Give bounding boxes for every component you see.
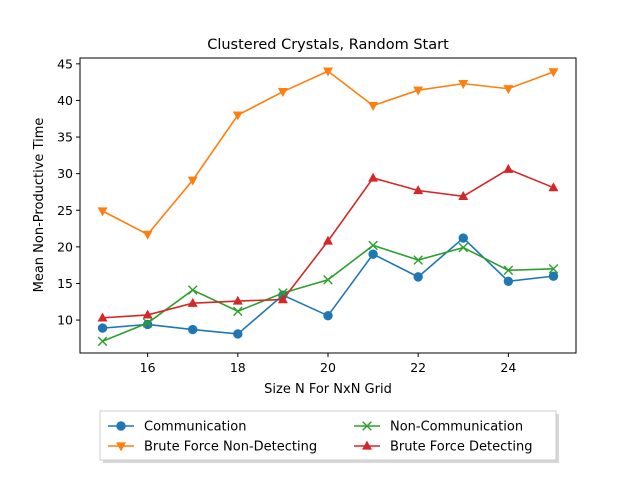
data-point-triangle-up <box>187 297 198 307</box>
data-point-x <box>362 421 372 431</box>
data-point-circle <box>323 310 333 321</box>
data-point-triangle-down <box>458 79 469 89</box>
data-point-triangle-up <box>362 440 372 450</box>
x-tick-label: 20 <box>320 360 336 375</box>
y-axis: 10 15 20 25 30 35 40 45 <box>57 56 80 328</box>
x-axis-label: Size N For NxN Grid <box>264 382 392 397</box>
legend-label: Non-Communication <box>390 420 523 435</box>
series-brute-force-detecting <box>97 163 559 322</box>
legend-frame <box>99 410 557 461</box>
x-tick-label: 18 <box>230 360 246 375</box>
chart-title: Clustered Crystals, Random Start <box>207 37 449 53</box>
y-tick-label: 35 <box>57 130 73 145</box>
legend-entry-non-communication: Non-Communication <box>354 420 523 435</box>
data-point-circle <box>458 233 468 243</box>
legend: Communication Brute Force Non-Detecting No… <box>99 410 559 463</box>
data-point-x <box>548 264 559 274</box>
data-point-triangle-down <box>97 207 108 217</box>
data-point-triangle-down <box>187 176 198 186</box>
y-tick-label: 45 <box>57 56 73 71</box>
data-point-x <box>187 285 198 295</box>
data-point-x <box>413 255 423 265</box>
data-point-triangle-down <box>503 85 514 95</box>
x-tick-label: 22 <box>410 360 426 375</box>
data-point-triangle-down <box>368 101 379 111</box>
data-point-triangle-down <box>413 86 424 96</box>
x-tick-label: 16 <box>140 360 156 375</box>
data-point-circle <box>97 323 108 333</box>
data-point-triangle-up <box>323 235 333 245</box>
data-point-circle <box>233 329 243 339</box>
y-axis-label: Mean Non-Productive Time <box>32 118 47 293</box>
y-tick-label: 10 <box>57 313 73 328</box>
data-point-circle <box>116 421 126 431</box>
series-layer <box>97 67 559 347</box>
y-tick-label: 25 <box>57 203 73 218</box>
y-tick-label: 30 <box>57 166 73 181</box>
series-brute-force-non-detecting <box>97 67 559 240</box>
y-tick-label: 15 <box>57 276 73 291</box>
data-point-x <box>233 306 243 317</box>
y-tick-label: 20 <box>57 239 73 254</box>
data-point-triangle-up <box>413 185 424 195</box>
data-point-triangle-up <box>277 294 288 304</box>
legend-entry-brute-force-detecting: Brute Force Detecting <box>354 440 533 455</box>
data-point-x <box>503 265 514 276</box>
data-point-triangle-up <box>97 312 108 322</box>
data-point-x <box>323 275 333 285</box>
data-point-x <box>97 336 108 347</box>
legend-label: Brute Force Detecting <box>390 440 533 455</box>
data-point-triangle-up <box>232 295 243 305</box>
legend-entry-brute-force-non-detecting: Brute Force Non-Detecting <box>108 440 317 455</box>
data-point-circle <box>548 271 559 281</box>
data-point-triangle-up <box>368 172 379 182</box>
legend-label: Communication <box>144 420 246 435</box>
x-axis: 16 18 20 22 24 <box>140 353 516 375</box>
data-point-circle <box>368 249 378 259</box>
legend-entry-communication: Communication <box>108 420 246 435</box>
data-point-triangle-up <box>503 163 514 173</box>
y-tick-label: 40 <box>57 93 73 108</box>
data-point-circle <box>503 276 514 286</box>
data-point-circle <box>413 272 423 282</box>
data-point-triangle-down <box>548 68 559 78</box>
data-point-triangle-down <box>116 442 126 452</box>
data-point-x <box>458 242 469 253</box>
x-tick-label: 24 <box>500 360 516 375</box>
data-point-triangle-down <box>232 111 243 121</box>
data-point-triangle-up <box>458 191 469 200</box>
data-point-triangle-up <box>548 182 559 192</box>
data-point-triangle-up <box>142 309 153 319</box>
data-point-x <box>142 318 153 328</box>
legend-label: Brute Force Non-Detecting <box>144 440 317 455</box>
data-point-triangle-down <box>142 230 153 240</box>
data-point-triangle-down <box>277 88 288 98</box>
data-point-x <box>368 240 378 251</box>
data-point-triangle-down <box>323 67 333 77</box>
data-point-circle <box>188 324 198 335</box>
